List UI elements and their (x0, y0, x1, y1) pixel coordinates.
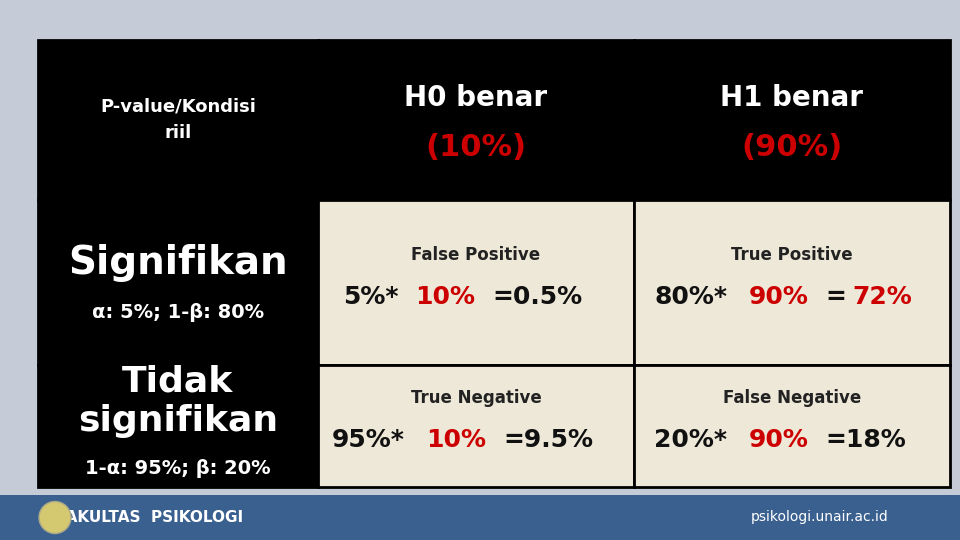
Text: 90%: 90% (749, 428, 808, 452)
Text: (90%): (90%) (741, 133, 843, 163)
Text: H0 benar: H0 benar (404, 84, 547, 112)
Text: =0.5%: =0.5% (492, 285, 583, 308)
Text: FAKULTAS  PSIKOLOGI: FAKULTAS PSIKOLOGI (57, 510, 243, 525)
Text: 72%: 72% (852, 285, 912, 308)
Text: False Negative: False Negative (723, 389, 861, 407)
Bar (38, 40, 318, 200)
Text: 90%: 90% (749, 285, 808, 308)
Circle shape (39, 502, 71, 534)
Bar (318, 200, 634, 365)
Text: 10%: 10% (415, 285, 475, 308)
Text: 80%*: 80%* (655, 285, 728, 308)
Text: psikologi.unair.ac.id: psikologi.unair.ac.id (751, 510, 889, 524)
Bar (0, 495, 960, 540)
Text: =: = (826, 285, 847, 308)
Text: 95%*: 95%* (332, 428, 405, 452)
Text: P-value/Kondisi
riil: P-value/Kondisi riil (100, 98, 256, 142)
Text: False Positive: False Positive (412, 246, 540, 264)
Text: =9.5%: =9.5% (504, 428, 593, 452)
Bar (634, 200, 950, 365)
Text: H1 benar: H1 benar (721, 84, 863, 112)
Text: α: 5%; 1-β: 80%: α: 5%; 1-β: 80% (92, 303, 264, 322)
Text: (10%): (10%) (425, 133, 527, 163)
Text: True Negative: True Negative (411, 389, 541, 407)
Text: 5%*: 5%* (344, 285, 398, 308)
Bar (38, 200, 318, 365)
Text: Signifikan: Signifikan (68, 244, 288, 281)
Text: 10%: 10% (426, 428, 487, 452)
Text: =18%: =18% (826, 428, 906, 452)
Bar (634, 40, 950, 200)
Bar (318, 365, 634, 487)
Bar (634, 365, 950, 487)
Text: 1-α: 95%; β: 20%: 1-α: 95%; β: 20% (85, 458, 271, 477)
Bar (38, 365, 318, 487)
Text: Tidak
signifikan: Tidak signifikan (78, 364, 278, 438)
Bar (318, 40, 634, 200)
Text: 20%*: 20%* (654, 428, 727, 452)
Text: True Positive: True Positive (732, 246, 852, 264)
